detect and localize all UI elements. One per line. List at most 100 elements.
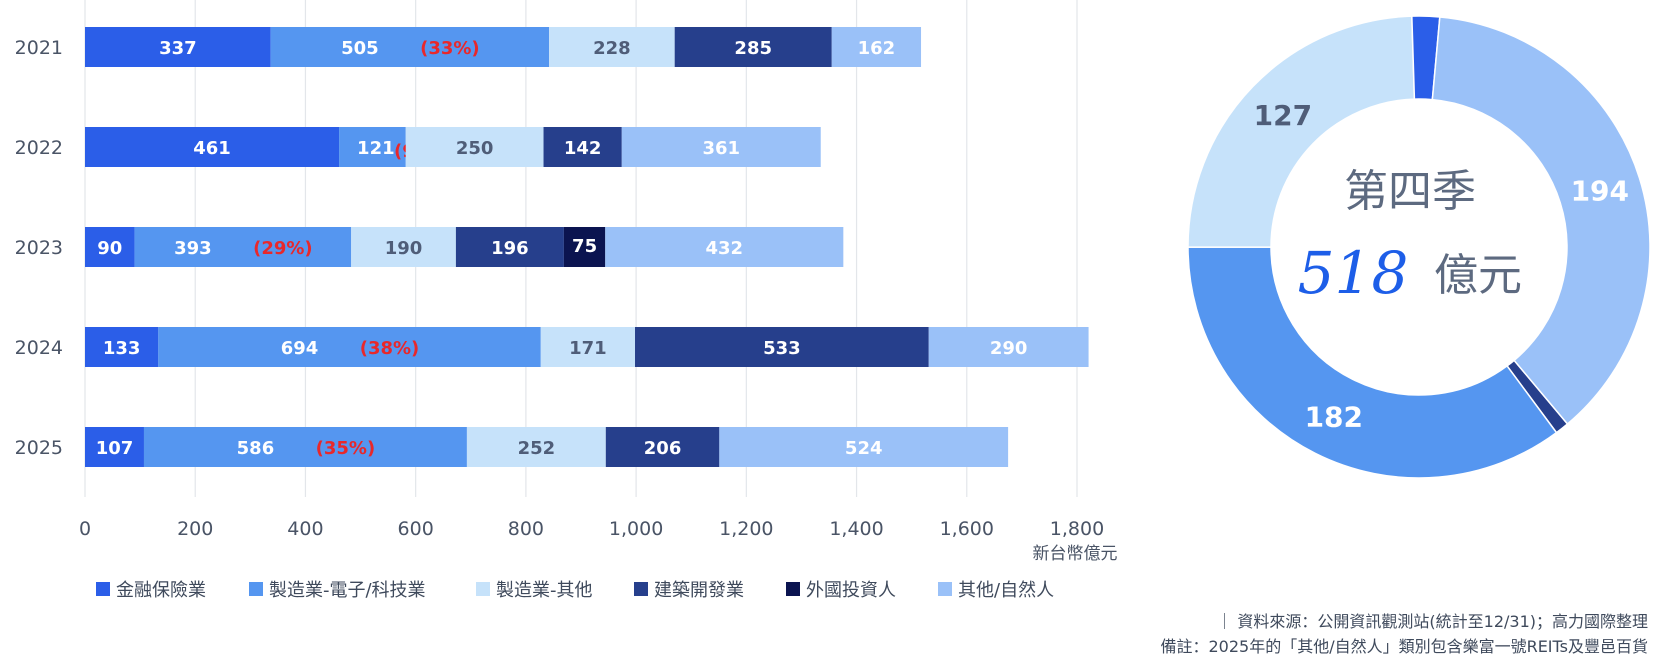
bar-segment bbox=[549, 27, 675, 67]
donut-slice-label: 127 bbox=[1254, 99, 1312, 132]
legend-item: 外國投資人 bbox=[786, 580, 896, 601]
bar-value-label: 75 bbox=[572, 236, 597, 257]
bar-segment bbox=[621, 127, 821, 167]
stacked-bar-chart: 337505(33%)228285162461121(9%)2501423619… bbox=[15, 0, 1118, 601]
bar-value-label: 133 bbox=[103, 338, 141, 359]
donut-chart: 182 127 194 第四季 518 億元 bbox=[1187, 15, 1651, 479]
bar-value-label: 90 bbox=[97, 238, 122, 259]
bar-segment bbox=[85, 427, 144, 467]
share-percent-label: (38%) bbox=[360, 338, 420, 359]
bar-value-label: 586 bbox=[237, 438, 275, 459]
legend-label: 其他/自然人 bbox=[958, 580, 1054, 601]
x-axis-ticks: 0 200 400 600 800 1,000 1,200 1,400 1,600 1,800 bbox=[79, 518, 1104, 540]
bar-value-label: 206 bbox=[644, 438, 682, 459]
x-tick-label: 0 bbox=[79, 518, 91, 540]
legend-item: 建築開發業 bbox=[634, 580, 744, 601]
share-percent-label: (29%) bbox=[253, 238, 313, 259]
bar-segment bbox=[85, 227, 135, 267]
y-axis-labels: 2021 2022 2023 2024 2025 bbox=[15, 37, 63, 459]
bar-value-label: 290 bbox=[990, 338, 1028, 359]
x-tick-label: 800 bbox=[508, 518, 544, 540]
x-tick-label: 1,200 bbox=[719, 518, 773, 540]
bar-value-label: 252 bbox=[518, 438, 556, 459]
donut-slice-label: 182 bbox=[1305, 400, 1363, 433]
legend-swatch bbox=[634, 582, 648, 596]
share-percent-label: (35%) bbox=[316, 438, 376, 459]
y-category-label: 2021 bbox=[15, 37, 63, 59]
bar-segment bbox=[270, 27, 550, 67]
bar-value-label: 461 bbox=[193, 138, 231, 159]
bar-value-label: 228 bbox=[593, 38, 631, 59]
donut-center-title: 第四季 bbox=[1344, 166, 1476, 217]
bar-segment bbox=[158, 327, 541, 367]
legend-swatch bbox=[96, 582, 110, 596]
x-tick-label: 600 bbox=[398, 518, 434, 540]
bar-value-label: 190 bbox=[385, 238, 423, 259]
legend-label: 製造業-其他 bbox=[496, 580, 593, 601]
y-category-label: 2022 bbox=[15, 137, 63, 159]
bar-value-label: 142 bbox=[564, 138, 602, 159]
bar-value-label: 171 bbox=[569, 338, 607, 359]
x-tick-label: 1,400 bbox=[829, 518, 883, 540]
legend-swatch bbox=[476, 582, 490, 596]
bar-segment bbox=[605, 427, 720, 467]
x-tick-label: 1,800 bbox=[1050, 518, 1104, 540]
source-note: ｜ 資料來源：公開資訊觀測站(統計至12/31)；高力國際整理 bbox=[1216, 612, 1648, 631]
bar-segment bbox=[466, 427, 606, 467]
y-category-label: 2025 bbox=[15, 437, 63, 459]
bar-segment bbox=[831, 27, 922, 67]
bar-value-label: 285 bbox=[734, 38, 772, 59]
bar-value-label: 121 bbox=[357, 138, 395, 159]
bar-value-label: 393 bbox=[174, 238, 212, 259]
bar-value-label: 694 bbox=[281, 338, 319, 359]
x-tick-label: 200 bbox=[177, 518, 213, 540]
donut-slice bbox=[1187, 15, 1416, 248]
bar-segment bbox=[85, 27, 271, 67]
bar-segment bbox=[405, 127, 544, 167]
donut-slice-label: 194 bbox=[1571, 174, 1629, 207]
bar-segment bbox=[674, 27, 832, 67]
bar-value-label: 533 bbox=[763, 338, 801, 359]
legend-swatch bbox=[938, 582, 952, 596]
bar-segment bbox=[134, 227, 352, 267]
x-tick-label: 400 bbox=[287, 518, 323, 540]
bar-segment bbox=[455, 227, 564, 267]
remark-note: 備註：2025年的「其他/自然人」類別包含樂富一號REITs及豐邑百貨 bbox=[1160, 637, 1648, 656]
x-axis-unit-label: 新台幣億元 bbox=[1033, 544, 1118, 564]
bar-segment bbox=[563, 227, 606, 267]
donut-slice bbox=[1431, 16, 1651, 426]
y-category-label: 2024 bbox=[15, 337, 63, 359]
bar-value-label: 250 bbox=[456, 138, 494, 159]
bar-segment bbox=[543, 127, 622, 167]
donut-slice bbox=[1187, 246, 1558, 479]
legend-item: 製造業-其他 bbox=[476, 580, 593, 601]
legend-label: 製造業-電子/科技業 bbox=[269, 580, 426, 601]
bar-segment bbox=[85, 127, 340, 167]
bar-segment bbox=[540, 327, 636, 367]
share-percent-label: (33%) bbox=[420, 38, 480, 59]
legend-swatch bbox=[249, 582, 263, 596]
legend: 金融保險業 製造業-電子/科技業 製造業-其他 建築開發業 外國投資人 其他/自然人 bbox=[96, 580, 1054, 601]
y-category-label: 2023 bbox=[15, 237, 63, 259]
bar-segment bbox=[85, 327, 159, 367]
legend-label: 金融保險業 bbox=[116, 580, 206, 601]
bar-value-label: 337 bbox=[159, 38, 197, 59]
donut-slice-labels: 182 127 194 bbox=[1254, 99, 1629, 433]
donut-center-value: 518 bbox=[1298, 239, 1409, 307]
bar-value-label: 196 bbox=[491, 238, 529, 259]
bar-value-label: 505 bbox=[341, 38, 379, 59]
bar-segment bbox=[339, 127, 406, 167]
x-tick-label: 1,600 bbox=[940, 518, 994, 540]
bar-value-label: 361 bbox=[702, 138, 740, 159]
bar-value-label: 107 bbox=[96, 438, 134, 459]
x-tick-label: 1,000 bbox=[609, 518, 663, 540]
legend-item: 製造業-電子/科技業 bbox=[249, 580, 426, 601]
donut-center-unit: 億元 bbox=[1434, 250, 1522, 301]
bar-segment bbox=[719, 427, 1009, 467]
bar-value-label: 524 bbox=[845, 438, 883, 459]
bar-segments: 337505(33%)228285162461121(9%)2501423619… bbox=[85, 27, 1089, 467]
legend-label: 建築開發業 bbox=[654, 580, 744, 601]
bar-value-label: 432 bbox=[705, 238, 743, 259]
legend-item: 金融保險業 bbox=[96, 580, 206, 601]
